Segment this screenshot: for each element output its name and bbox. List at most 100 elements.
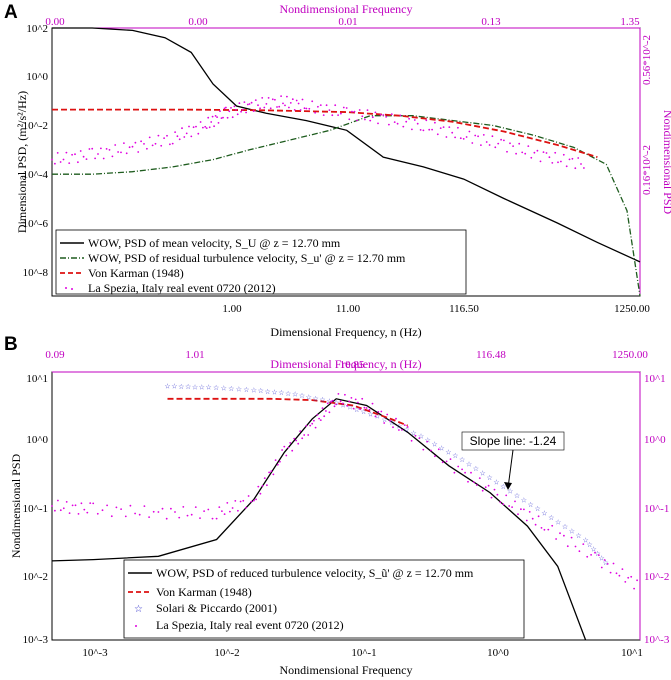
data-point-la-spezia-real-event <box>263 106 266 109</box>
data-point-solari-piccardo-2001-: ☆ <box>432 441 438 449</box>
panel-a-top-tick: 0.00 <box>45 16 65 28</box>
data-point-la-spezia-real-event <box>225 106 227 109</box>
panel-b-right-tick: 10^-1 <box>644 503 669 515</box>
data-point-la-spezia-real-event <box>499 501 502 504</box>
data-point-la-spezia-real-event <box>487 484 490 487</box>
data-point-la-spezia-real-event <box>401 429 403 431</box>
data-point-la-spezia-real-event <box>560 160 562 163</box>
panel-a-y-tick: 10^0 <box>26 71 48 83</box>
panel-b-top-tick: 0.09 <box>45 349 65 361</box>
data-point-la-spezia-real-event <box>235 108 237 111</box>
data-point-la-spezia-real-event <box>322 114 325 116</box>
data-point-la-spezia-real-event <box>117 151 119 153</box>
data-point-la-spezia-real-event <box>301 437 304 440</box>
data-point-la-spezia-real-event <box>316 414 319 416</box>
data-point-la-spezia-real-event <box>386 413 389 416</box>
data-point-la-spezia-real-event <box>425 119 428 122</box>
data-point-solari-piccardo-2001-: ☆ <box>361 408 367 416</box>
data-point-la-spezia-real-event <box>493 488 496 491</box>
data-point-la-spezia-real-event <box>465 136 468 138</box>
data-point-la-spezia-real-event <box>484 486 487 489</box>
data-point-la-spezia-real-event <box>120 508 122 510</box>
data-point-la-spezia-real-event <box>71 504 74 507</box>
data-point-la-spezia-real-event <box>233 105 236 108</box>
data-point-la-spezia-real-event <box>283 445 286 448</box>
data-point-solari-piccardo-2001-: ☆ <box>445 448 451 456</box>
data-point-solari-piccardo-2001-: ☆ <box>199 384 205 392</box>
data-point-la-spezia-real-event <box>422 129 425 132</box>
data-point-la-spezia-real-event <box>557 161 559 164</box>
data-point-la-spezia-real-event <box>299 430 302 433</box>
data-point-la-spezia-real-event <box>389 419 391 422</box>
data-point-la-spezia-real-event <box>475 484 478 486</box>
data-point-solari-piccardo-2001-: ☆ <box>367 410 373 418</box>
data-point-la-spezia-real-event <box>600 566 603 569</box>
data-point-la-spezia-real-event <box>609 571 612 574</box>
data-point-la-spezia-real-event <box>319 104 322 106</box>
data-point-la-spezia-real-event <box>459 137 462 140</box>
data-point-la-spezia-real-event <box>353 110 356 113</box>
data-point-solari-piccardo-2001-: ☆ <box>299 392 305 400</box>
legend-entry: La Spezia, Italy real event 0720 (2012) <box>156 618 344 632</box>
data-point-la-spezia-real-event <box>317 105 319 108</box>
data-point-solari-piccardo-2001-: ☆ <box>221 385 227 393</box>
data-point-la-spezia-real-event <box>390 113 393 116</box>
data-point-la-spezia-real-event <box>215 517 218 520</box>
data-point-la-spezia-real-event <box>382 114 385 116</box>
data-point-la-spezia-real-event <box>451 131 454 134</box>
data-point-la-spezia-real-event <box>348 118 351 121</box>
data-point-solari-piccardo-2001-: ☆ <box>251 386 257 394</box>
data-point-la-spezia-real-event <box>211 517 214 520</box>
data-point-la-spezia-real-event <box>281 449 283 451</box>
panel-b-right-tick: 10^1 <box>644 373 666 385</box>
data-point-la-spezia-real-event <box>163 137 166 140</box>
data-point-la-spezia-real-event <box>255 498 257 501</box>
panel-a-right-tick: 0.16*10^-2 <box>641 145 653 195</box>
panel-a-y-tick: 10^-4 <box>23 169 49 181</box>
data-point-la-spezia-real-event <box>210 121 213 123</box>
data-point-la-spezia-real-event <box>131 145 134 148</box>
data-point-la-spezia-real-event <box>259 492 262 495</box>
data-point-la-spezia-real-event <box>231 507 234 509</box>
data-point-la-spezia-real-event <box>268 471 270 474</box>
legend-swatch-la-spezia-dot <box>71 288 73 290</box>
data-point-solari-piccardo-2001-: ☆ <box>271 388 277 396</box>
data-point-la-spezia-real-event <box>250 101 253 104</box>
data-point-la-spezia-real-event <box>392 426 394 429</box>
data-point-la-spezia-real-event <box>442 126 445 128</box>
data-point-la-spezia-real-event <box>471 142 474 144</box>
data-point-la-spezia-real-event <box>482 134 485 136</box>
data-point-la-spezia-real-event <box>374 111 377 114</box>
data-point-la-spezia-real-event <box>246 103 249 106</box>
data-point-solari-piccardo-2001-: ☆ <box>258 387 264 395</box>
data-point-la-spezia-real-event <box>140 140 143 143</box>
data-point-la-spezia-real-event <box>231 116 234 119</box>
panel-b-top-tick: 10.85 <box>340 359 365 371</box>
data-point-la-spezia-real-event <box>293 437 296 440</box>
data-point-la-spezia-real-event <box>115 506 118 509</box>
data-point-solari-piccardo-2001-: ☆ <box>480 470 486 478</box>
data-point-la-spezia-real-event <box>243 101 246 103</box>
data-point-la-spezia-real-event <box>568 158 571 161</box>
data-point-la-spezia-real-event <box>299 109 302 111</box>
data-point-la-spezia-real-event <box>512 145 514 148</box>
data-point-la-spezia-real-event <box>477 135 479 138</box>
data-point-la-spezia-real-event <box>339 400 342 403</box>
data-point-la-spezia-real-event <box>571 157 574 160</box>
data-point-la-spezia-real-event <box>434 455 436 458</box>
data-point-la-spezia-real-event <box>583 167 585 169</box>
data-point-solari-piccardo-2001-: ☆ <box>507 487 513 495</box>
panel-a-top-tick: 0.01 <box>338 16 357 28</box>
data-point-la-spezia-real-event <box>295 99 298 102</box>
panel-a-legend-box <box>55 229 467 295</box>
data-point-la-spezia-real-event <box>485 141 488 143</box>
data-point-la-spezia-real-event <box>219 110 221 112</box>
data-point-la-spezia-real-event <box>540 527 543 529</box>
data-point-la-spezia-real-event <box>374 415 377 418</box>
data-point-solari-piccardo-2001-: ☆ <box>382 416 388 424</box>
data-point-la-spezia-real-event <box>615 572 618 575</box>
data-point-la-spezia-real-event <box>311 100 314 103</box>
data-point-la-spezia-real-event <box>154 142 157 145</box>
data-point-la-spezia-real-event <box>383 422 386 424</box>
data-point-la-spezia-real-event <box>261 97 264 99</box>
